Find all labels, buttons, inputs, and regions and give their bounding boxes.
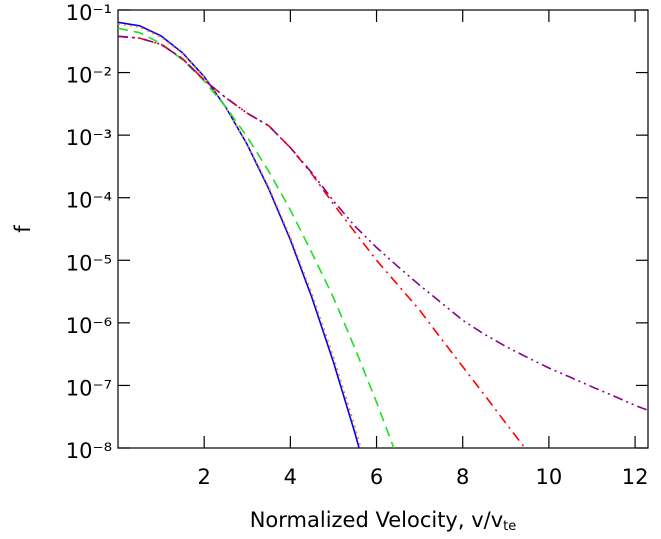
y-tick-label: 10⁻⁵ [66,251,112,275]
y-tick-label: 10⁻⁷ [66,376,112,400]
x-axis-label: Normalized Velocity, v/vte [250,508,517,534]
y-tick-label: 10⁻¹ [66,1,112,25]
x-tick-label: 2 [197,465,210,489]
series-line [118,21,360,448]
plot-frame [117,9,649,449]
x-tick-label: 6 [370,465,383,489]
y-tick-label: 10⁻⁸ [66,439,112,463]
x-tick-label: 10 [536,465,563,489]
x-axis-label-sub: te [503,519,516,534]
y-tick-label: 10⁻⁴ [66,189,112,213]
series-line [118,35,526,448]
y-tick-label: 10⁻³ [66,126,112,150]
y-axis-label: f [11,225,35,233]
y-tick-label: 10⁻² [66,64,112,88]
series-line [118,27,395,448]
plot-area [118,21,648,448]
x-tick-label: 4 [284,465,297,489]
x-tick-label: 12 [622,465,649,489]
x-tick-label: 8 [456,465,469,489]
y-tick-label: 10⁻⁶ [66,314,112,338]
series-line [118,23,362,448]
series-line [118,35,648,412]
x-axis-label-main: Normalized Velocity, v/v [250,508,503,532]
